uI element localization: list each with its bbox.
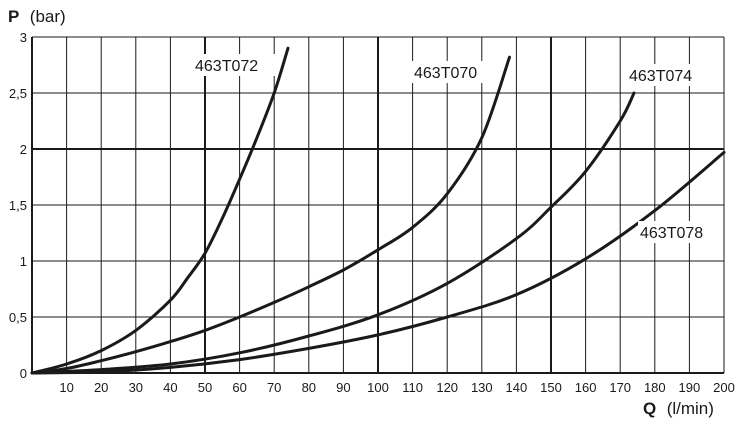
series-line-463T070 (30, 55, 511, 375)
series-line-463T072 (30, 46, 290, 375)
x-tick-label: 140 (506, 380, 528, 395)
x-tick-label: 50 (198, 380, 212, 395)
y-axis-title: P (bar) (8, 7, 66, 26)
y-tick-label: 1,5 (9, 198, 27, 213)
label-bg-463T072 (193, 54, 277, 76)
y-tick-label: 0 (20, 366, 27, 381)
y-tick-label: 2 (20, 142, 27, 157)
series-curves (30, 46, 726, 375)
x-axis-title: Q (l/min) (643, 399, 714, 418)
x-tick-label: 110 (402, 380, 423, 395)
label-bg-463T070 (412, 61, 496, 83)
x-tick-label: 10 (59, 380, 73, 395)
x-tick-label: 190 (679, 380, 701, 395)
label-bg-463T078 (638, 221, 722, 243)
x-axis-symbol: Q (643, 399, 656, 418)
x-tick-label: 30 (129, 380, 143, 395)
x-tick-label: 80 (302, 380, 316, 395)
x-axis-unit: (l/min) (667, 399, 714, 418)
y-tick-label: 3 (20, 30, 27, 45)
series-line-463T074 (30, 91, 636, 375)
tick-labels: 10 20 30 40 50 60 70 80 90 100 110 120 130 140 150 160 1… (9, 30, 735, 395)
x-tick-label: 170 (609, 380, 631, 395)
x-tick-label: 150 (540, 380, 562, 395)
x-tick-label: 90 (336, 380, 350, 395)
x-tick-label: 130 (471, 380, 493, 395)
x-tick-label: 160 (575, 380, 597, 395)
x-tick-label: 120 (436, 380, 458, 395)
series-label-463T072: 463T072 (195, 58, 258, 75)
series-label-463T078: 463T078 (640, 225, 703, 242)
y-tick-label: 2,5 (9, 86, 27, 101)
x-tick-label: 20 (94, 380, 108, 395)
series-line-463T078 (30, 150, 726, 375)
y-tick-label: 0,5 (9, 310, 27, 325)
series-label-463T074: 463T074 (629, 68, 692, 85)
x-tick-label: 180 (644, 380, 666, 395)
x-tick-label: 200 (713, 380, 735, 395)
x-tick-label: 40 (163, 380, 177, 395)
x-tick-label: 60 (232, 380, 246, 395)
grid (31, 36, 725, 374)
x-tick-label: 100 (367, 380, 389, 395)
label-bg-463T074 (627, 64, 711, 86)
x-tick-label: 70 (267, 380, 281, 395)
y-axis-unit: (bar) (30, 7, 66, 26)
y-axis-symbol: P (8, 7, 19, 26)
series-label-463T070: 463T070 (414, 65, 477, 82)
y-tick-label: 1 (20, 254, 27, 269)
